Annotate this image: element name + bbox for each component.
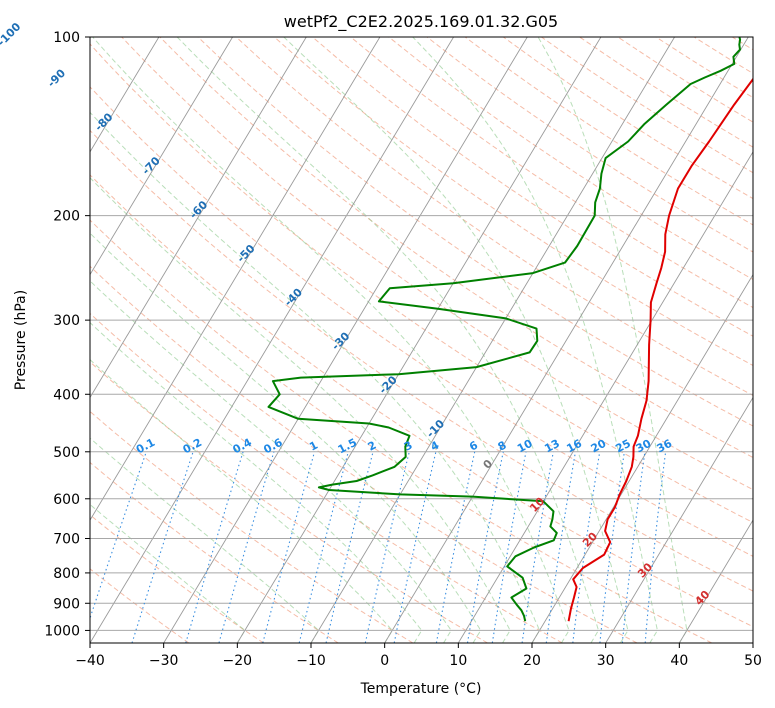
x-tick-label: 50 xyxy=(744,653,762,669)
mixing-ratio-line xyxy=(572,451,601,643)
moist-adiabat-line xyxy=(90,177,511,643)
mixing-ratio-label: 16 xyxy=(564,437,584,456)
x-tick-label: −30 xyxy=(149,653,179,669)
mixing-ratio-line xyxy=(599,451,625,643)
y-axis-title: Pressure (hPa) xyxy=(13,290,29,390)
isotherm-line xyxy=(90,37,307,399)
y-tick-label: 200 xyxy=(53,209,80,225)
moist-adiabat-line xyxy=(90,437,320,643)
mixing-ratio-line xyxy=(491,451,527,643)
moist-adiabat-line xyxy=(90,111,541,643)
mixing-ratio-line xyxy=(131,451,194,643)
mixing-ratio-line xyxy=(545,451,576,643)
y-tick-label: 300 xyxy=(53,313,80,329)
x-tick-label: −10 xyxy=(296,653,326,669)
y-tick-label: 600 xyxy=(53,492,80,508)
mixing-ratio-line xyxy=(218,451,275,643)
y-tick-label: 1000 xyxy=(44,623,80,639)
plot-frame xyxy=(89,36,754,644)
mixing-ratio-label: 30 xyxy=(634,437,654,456)
y-tick-label: 100 xyxy=(53,30,80,46)
x-tick-label: 40 xyxy=(670,653,688,669)
isotherm-line xyxy=(236,37,602,643)
x-tick-label: −40 xyxy=(75,653,105,669)
x-tick-label: 10 xyxy=(449,653,467,669)
dry-adiabat-line xyxy=(90,43,753,524)
chart-title: wetPf2_C2E2.2025.169.01.32.G05 xyxy=(284,12,558,32)
isotherm-line xyxy=(90,37,454,643)
mixing-ratio-label: 20 xyxy=(589,437,609,456)
moist-adiabat-line xyxy=(283,37,629,643)
x-tick-label: −20 xyxy=(223,653,253,669)
moist-adiabat-line xyxy=(90,321,423,643)
mixing-ratio-line xyxy=(466,451,504,643)
dry-adiabat-line xyxy=(90,461,339,643)
dry-adiabat-line xyxy=(273,37,753,367)
isotherm-line xyxy=(531,273,753,643)
moist-adiabat-line xyxy=(412,37,658,643)
dry-adiabat-line xyxy=(121,37,753,491)
isotherm-line xyxy=(90,37,233,276)
isotherm-line xyxy=(678,519,753,643)
isotherm-line xyxy=(163,37,528,643)
x-tick-label: 20 xyxy=(523,653,541,669)
x-axis-title: Temperature (°C) xyxy=(360,681,482,697)
dry-adiabat-line xyxy=(90,361,488,643)
y-tick-label: 900 xyxy=(53,596,80,612)
y-tick-label: 500 xyxy=(53,445,80,461)
dry-adiabat-line xyxy=(90,514,264,643)
isotherm-line xyxy=(310,37,675,643)
y-tick-label: 800 xyxy=(53,566,80,582)
isotherm-line xyxy=(90,37,160,153)
series-layer xyxy=(267,37,753,622)
dry-adiabat-line xyxy=(159,37,753,459)
dry-adiabat-line xyxy=(90,219,712,643)
dewpoint-profile-line xyxy=(267,37,742,622)
mixing-ratio-label: 25 xyxy=(613,437,633,456)
isotherm-line xyxy=(384,37,749,643)
isotherm-line xyxy=(605,396,753,643)
mixing-ratio-line xyxy=(644,451,667,643)
moist-adiabat-line xyxy=(90,232,482,643)
x-tick-label: 0 xyxy=(380,653,389,669)
mixing-ratio-line xyxy=(621,451,646,643)
mixing-ratio-label: 36 xyxy=(655,437,675,456)
axes-layer: −40 −30 −20 −10 0 10 20 30 40 50 100 200 300 400 500 60… xyxy=(44,30,762,669)
isotherm-line xyxy=(90,37,381,522)
moist-adiabat-line xyxy=(92,37,570,643)
temperature-profile-line xyxy=(567,77,753,622)
isotherm-line xyxy=(457,150,753,643)
mixing-ratio-line xyxy=(90,451,147,620)
y-tick-label: 700 xyxy=(53,532,80,548)
mixing-ratio-line xyxy=(435,451,476,643)
dry-adiabat-line xyxy=(90,312,563,643)
y-tick-label: 400 xyxy=(53,387,80,403)
moist-adiabat-line xyxy=(90,280,452,643)
plot-area xyxy=(90,37,753,643)
dry-adiabat-line xyxy=(235,37,753,397)
mixing-ratio-label: 13 xyxy=(542,437,562,456)
mixing-ratio-line xyxy=(185,451,244,643)
dry-adiabat-line xyxy=(90,129,753,592)
mixing-ratio-label: 10 xyxy=(515,437,535,456)
mixing-ratio-line xyxy=(262,451,316,643)
x-tick-label: 30 xyxy=(597,653,615,669)
moist-adiabat-line xyxy=(537,37,688,643)
